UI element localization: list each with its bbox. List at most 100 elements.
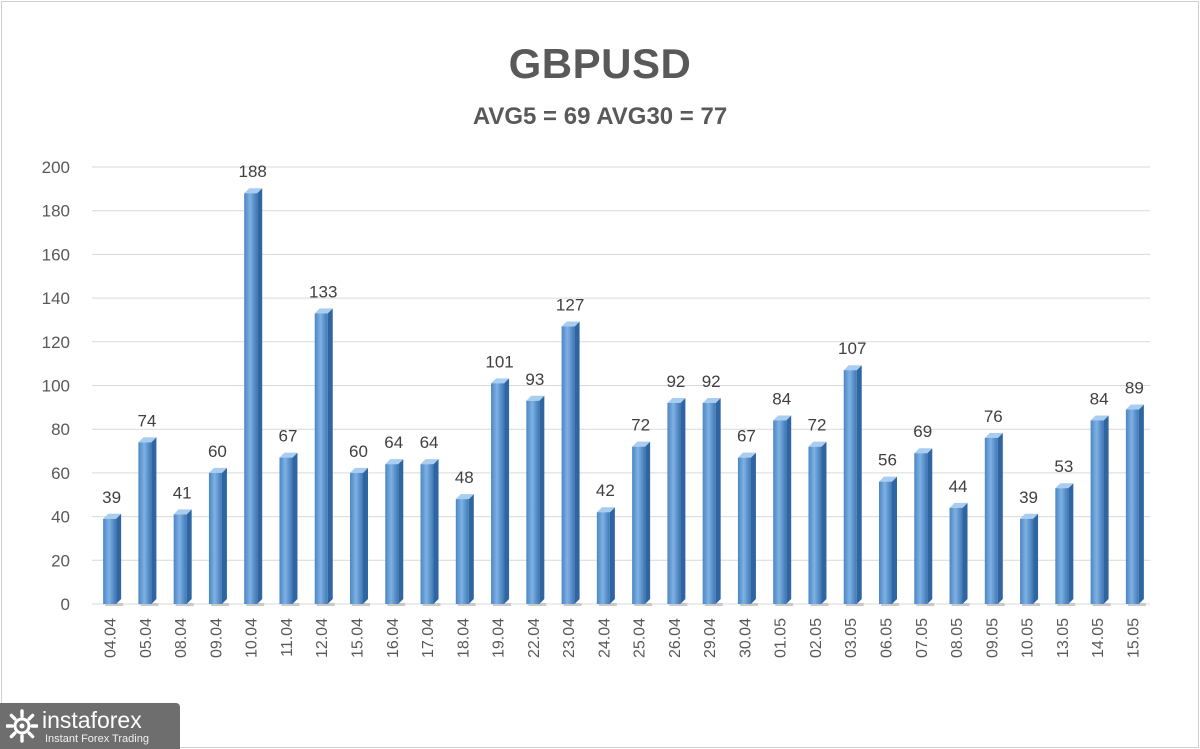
data-label: 39	[1019, 488, 1038, 507]
x-tick-label: 11.04	[279, 618, 296, 657]
bar	[491, 378, 512, 606]
x-tick-label: 30.04	[737, 618, 754, 658]
x-tick-label: 12.04	[314, 618, 331, 658]
data-label: 93	[525, 370, 544, 389]
bar	[561, 321, 582, 606]
data-label: 39	[102, 488, 121, 507]
bar	[279, 452, 300, 606]
y-tick-label: 20	[51, 551, 70, 570]
x-tick-label: 09.04	[208, 618, 225, 658]
y-tick-label: 200	[42, 158, 70, 177]
x-tick-label: 02.05	[808, 618, 825, 658]
bar	[879, 476, 899, 606]
y-tick-label: 140	[42, 289, 70, 308]
bar	[702, 397, 723, 606]
bar	[420, 459, 441, 606]
x-tick-label: 10.05	[1020, 618, 1037, 658]
data-label: 60	[208, 442, 227, 461]
y-tick-label: 40	[51, 508, 70, 527]
y-tick-label: 0	[61, 595, 70, 614]
data-label: 92	[702, 372, 721, 391]
bar	[737, 452, 758, 606]
x-tick-label: 14.05	[1090, 618, 1107, 658]
x-tick-label: 19.04	[491, 618, 508, 658]
logo-wordmark: instaforex	[42, 707, 142, 733]
x-tick-label: 15.04	[350, 618, 367, 658]
x-tick-label: 04.04	[103, 618, 120, 658]
bar	[350, 467, 370, 606]
data-label: 74	[137, 411, 156, 430]
x-tick-label: 23.04	[561, 618, 578, 658]
y-tick-label: 80	[51, 420, 70, 439]
y-tick-label: 160	[42, 245, 70, 264]
bar	[1055, 483, 1076, 606]
data-label: 133	[309, 282, 337, 301]
data-label: 41	[173, 483, 192, 502]
x-tick-label: 26.04	[667, 618, 684, 658]
bar	[1125, 404, 1146, 606]
bar	[984, 432, 1005, 606]
data-label: 67	[737, 427, 756, 446]
x-tick-label: 13.05	[1055, 618, 1072, 658]
data-label: 67	[279, 427, 298, 446]
bar	[1020, 513, 1041, 606]
x-tick-label: 08.04	[173, 618, 190, 658]
bar	[596, 507, 617, 606]
data-label: 76	[984, 407, 1003, 426]
x-tick-label: 22.04	[526, 618, 543, 658]
bar	[949, 502, 970, 606]
x-tick-label: 03.05	[843, 618, 860, 658]
x-tick-label: 05.04	[138, 618, 155, 658]
bars	[103, 188, 1146, 606]
data-label: 64	[384, 433, 403, 452]
bar	[632, 441, 653, 606]
bar	[526, 395, 547, 606]
data-label: 84	[1090, 389, 1109, 408]
x-tick-label: 17.04	[420, 618, 437, 658]
bar	[385, 459, 406, 606]
bar	[314, 308, 335, 606]
x-tick-label: 07.05	[914, 618, 931, 658]
data-labels: 39 74 41 60 188 67 133 60 64 64 48 101 93 127 42 72 92 92…	[102, 162, 1144, 507]
bar	[138, 437, 159, 606]
data-label: 188	[239, 162, 267, 181]
data-label: 56	[878, 451, 897, 470]
data-label: 127	[556, 296, 584, 315]
data-label: 92	[666, 372, 685, 391]
y-tick-label: 60	[51, 464, 70, 483]
data-label: 89	[1125, 379, 1144, 398]
data-label: 72	[631, 416, 650, 435]
bar	[208, 467, 229, 606]
bar	[103, 513, 124, 606]
x-tick-label: 15.05	[1125, 618, 1142, 658]
data-label: 53	[1054, 457, 1073, 476]
y-axis-ticks: 0 20 40 60 80 100 120 140 160 180 200	[42, 158, 70, 614]
x-tick-label: 01.05	[773, 618, 790, 658]
gridlines	[92, 166, 1150, 605]
data-label: 44	[949, 477, 968, 496]
chart-subtitle: AVG5 = 69 AVG30 = 77	[472, 103, 728, 130]
y-tick-label: 180	[42, 202, 70, 221]
data-label: 72	[808, 416, 827, 435]
x-axis-ticks: 04.04 05.04 08.04 09.04 10.04 11.04 12.04 15.04…	[103, 618, 1143, 658]
instaforex-emblem-icon	[6, 709, 38, 743]
data-label: 48	[455, 468, 474, 487]
bar	[455, 494, 476, 606]
x-tick-label: 25.04	[632, 618, 649, 658]
instaforex-logo: instaforex Instant Forex Trading	[0, 703, 180, 749]
bar	[914, 448, 935, 606]
x-tick-label: 24.04	[596, 618, 613, 658]
data-label: 101	[485, 352, 513, 371]
y-tick-label: 100	[42, 377, 70, 396]
bar	[808, 441, 829, 606]
bar	[843, 365, 864, 606]
x-tick-label: 06.05	[879, 618, 896, 658]
x-tick-label: 18.04	[455, 618, 472, 658]
data-label: 84	[772, 389, 791, 408]
x-tick-label: 16.04	[385, 618, 402, 658]
bar	[773, 415, 794, 606]
data-label: 42	[596, 481, 615, 500]
logo-tagline: Instant Forex Trading	[45, 733, 149, 745]
